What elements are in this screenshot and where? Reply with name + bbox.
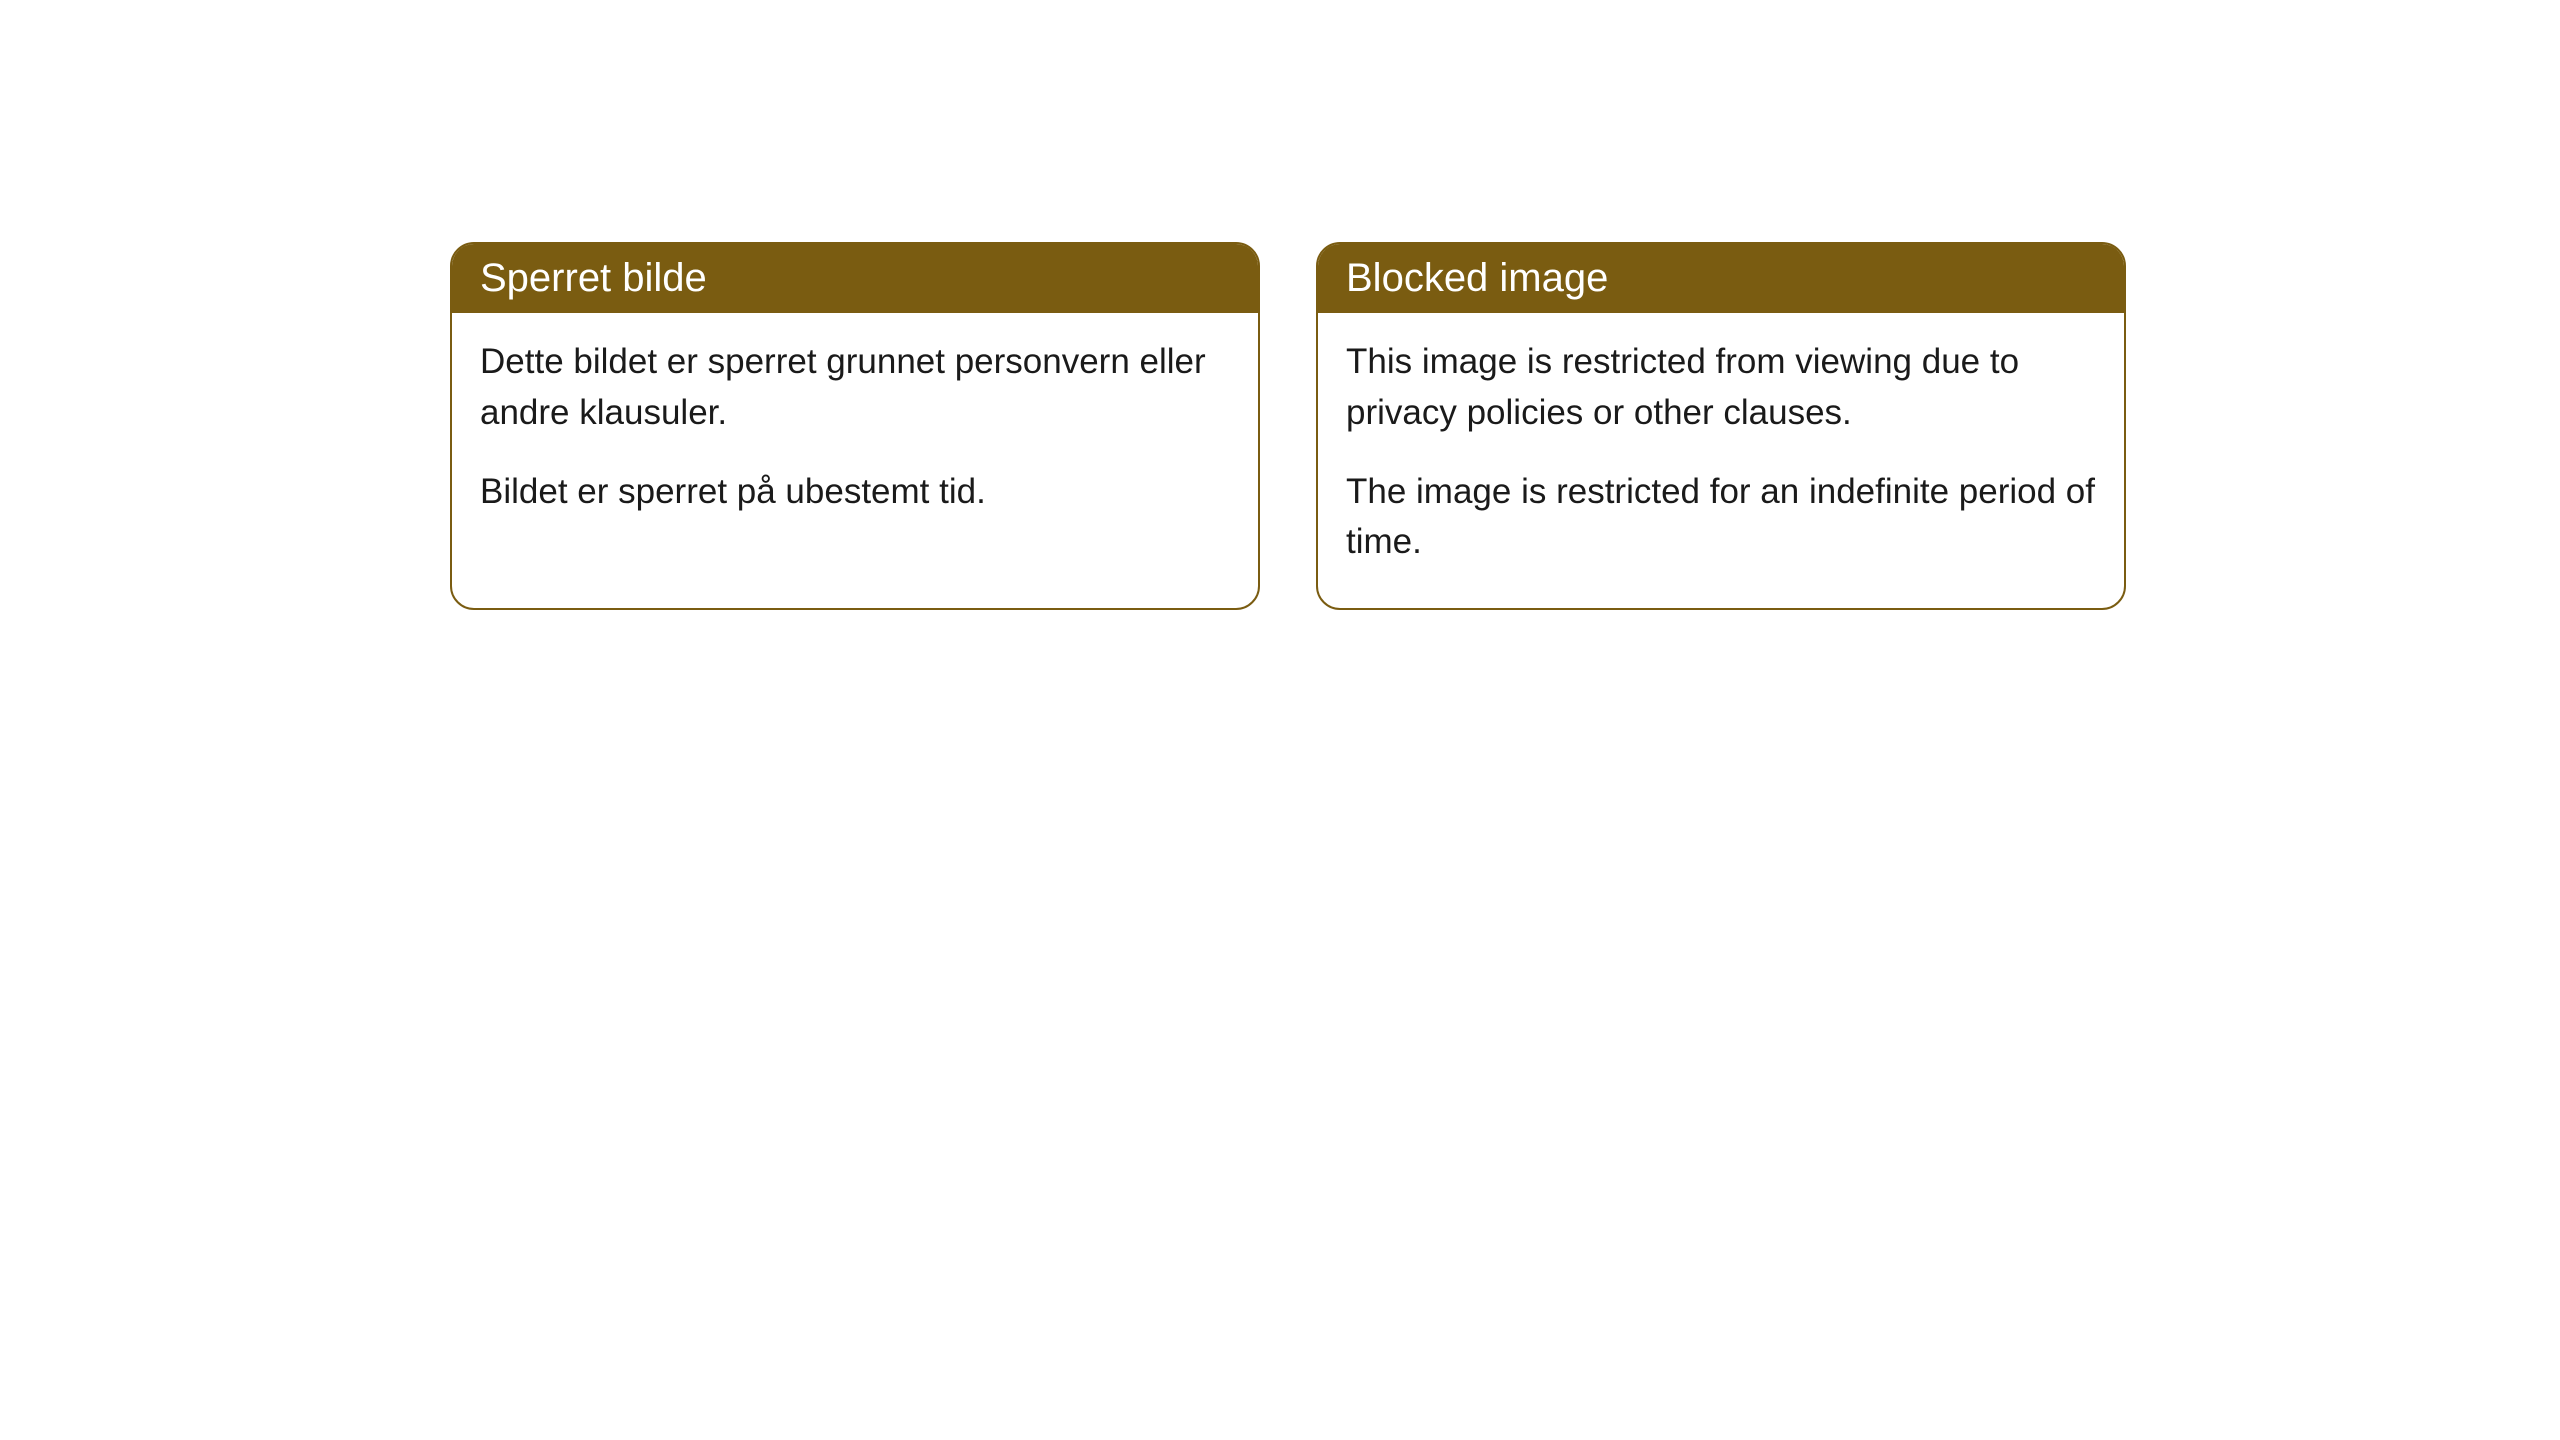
card-title: Sperret bilde <box>480 256 707 300</box>
cards-container: Sperret bilde Dette bildet er sperret gr… <box>0 0 2560 610</box>
card-paragraph-1: Dette bildet er sperret grunnet personve… <box>480 337 1230 439</box>
blocked-image-card-english: Blocked image This image is restricted f… <box>1316 242 2126 610</box>
card-header: Blocked image <box>1318 244 2124 313</box>
card-paragraph-2: The image is restricted for an indefinit… <box>1346 467 2096 569</box>
card-body: Dette bildet er sperret grunnet personve… <box>452 313 1258 557</box>
card-paragraph-1: This image is restricted from viewing du… <box>1346 337 2096 439</box>
card-body: This image is restricted from viewing du… <box>1318 313 2124 608</box>
blocked-image-card-norwegian: Sperret bilde Dette bildet er sperret gr… <box>450 242 1260 610</box>
card-title: Blocked image <box>1346 256 1608 300</box>
card-header: Sperret bilde <box>452 244 1258 313</box>
card-paragraph-2: Bildet er sperret på ubestemt tid. <box>480 467 1230 518</box>
